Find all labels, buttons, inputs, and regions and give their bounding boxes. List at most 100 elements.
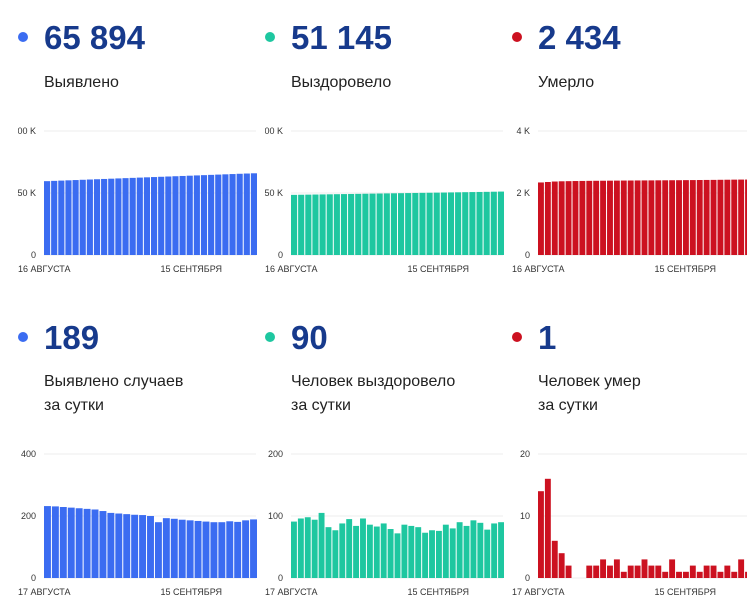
series-dot <box>512 32 522 42</box>
bar <box>724 565 731 578</box>
bar <box>101 178 108 255</box>
bar <box>551 540 558 578</box>
bar <box>710 179 717 255</box>
card-label: Умерло <box>538 74 595 91</box>
bar <box>442 524 449 578</box>
bar <box>250 519 257 578</box>
bar <box>122 178 129 255</box>
bar <box>115 178 122 255</box>
series-dot <box>512 332 522 342</box>
bar <box>613 180 620 255</box>
bar <box>107 512 115 578</box>
card-label: Выявлено случаев <box>44 373 184 390</box>
chart-recovered: 0 50 K 100 K 16 АВГУСТА 15 СЕНТЯБРЯ <box>265 121 505 291</box>
bar <box>115 513 123 578</box>
bar <box>200 175 208 255</box>
x-tick-label-start: 17 АВГУСТА <box>18 587 71 597</box>
bar <box>401 524 408 578</box>
bar <box>572 181 579 255</box>
bar-chart: 0 10 20 17 АВГУСТА 15 СЕНТЯБРЯ <box>512 449 747 597</box>
bar <box>75 508 83 578</box>
card-label: Человек выздоровело <box>291 373 456 390</box>
bar <box>627 180 634 255</box>
bar <box>682 571 689 578</box>
bar <box>311 519 318 578</box>
total-value: 2 434 <box>538 19 621 56</box>
bar <box>419 192 426 255</box>
bar <box>412 192 419 255</box>
bar <box>447 192 455 255</box>
bar <box>298 194 305 255</box>
bar <box>383 193 390 255</box>
card-sublabel: за сутки <box>44 397 104 414</box>
bar <box>449 528 456 578</box>
bar <box>139 515 147 578</box>
bar <box>558 553 565 578</box>
bar <box>355 193 362 255</box>
bar <box>147 516 154 578</box>
bar <box>394 533 401 578</box>
bar <box>738 179 745 255</box>
bar <box>696 571 703 578</box>
bar <box>366 524 373 578</box>
bar <box>538 491 544 578</box>
bar <box>186 175 193 255</box>
bar <box>463 525 470 578</box>
bar <box>123 514 131 578</box>
bar <box>58 180 65 255</box>
y-tick-label: 0 <box>525 573 530 583</box>
bar <box>662 180 669 255</box>
bar <box>440 192 447 255</box>
bar <box>627 565 634 578</box>
bar <box>210 522 218 578</box>
bar <box>696 180 703 255</box>
bar <box>67 507 75 578</box>
bar <box>593 565 600 578</box>
total-value: 65 894 <box>44 19 145 56</box>
x-tick-label-start: 16 АВГУСТА <box>265 264 318 274</box>
bar <box>72 180 79 255</box>
bar <box>250 173 257 255</box>
card-sublabel: за сутки <box>538 397 598 414</box>
bar <box>607 180 613 255</box>
card-label: Выздоровело <box>291 74 392 91</box>
bar <box>131 514 139 578</box>
bar <box>426 192 433 255</box>
bar <box>229 174 236 255</box>
bar <box>380 523 387 578</box>
bar <box>634 565 641 578</box>
bar <box>641 559 648 578</box>
bar <box>738 559 745 578</box>
bar <box>179 175 186 255</box>
bar <box>165 176 172 255</box>
bar <box>291 194 298 255</box>
bar <box>218 522 226 578</box>
bar <box>398 193 405 255</box>
bar <box>86 179 93 255</box>
y-tick-label: 400 <box>21 449 36 459</box>
x-tick-label-end: 15 СЕНТЯБРЯ <box>654 264 716 274</box>
bar <box>186 520 194 578</box>
bar <box>498 522 504 578</box>
bar <box>202 521 210 578</box>
bar <box>703 179 710 255</box>
y-tick-label: 0 <box>278 250 283 260</box>
bar <box>346 519 353 578</box>
bar <box>369 193 376 255</box>
bar <box>462 192 469 255</box>
y-tick-label: 200 <box>21 511 36 521</box>
x-tick-label-end: 15 СЕНТЯБРЯ <box>407 587 469 597</box>
bar <box>415 527 422 578</box>
bar <box>193 175 200 255</box>
bar <box>724 179 731 255</box>
bar <box>676 180 682 255</box>
bar <box>236 173 243 255</box>
bar <box>717 571 724 578</box>
x-tick-label-start: 17 АВГУСТА <box>265 587 318 597</box>
bar <box>655 180 662 255</box>
bar <box>243 173 250 255</box>
chart-deaths-daily: 0 10 20 17 АВГУСТА 15 СЕНТЯБРЯ <box>512 444 747 614</box>
bar <box>325 527 332 578</box>
bar <box>136 177 143 255</box>
total-value: 1 <box>538 319 557 356</box>
